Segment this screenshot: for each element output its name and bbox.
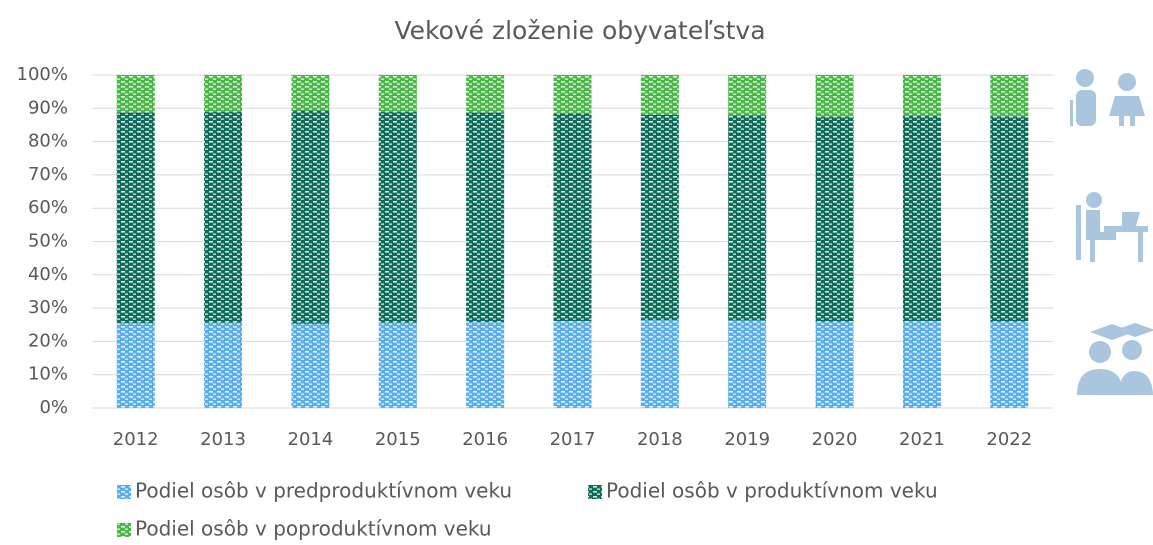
- x-tick-label: 2020: [812, 429, 858, 450]
- y-tick-label: 0%: [39, 397, 68, 418]
- x-tick-label: 2016: [462, 429, 508, 450]
- icons: [1070, 69, 1153, 395]
- bar-segment: [728, 115, 767, 321]
- legend-label: Podiel osôb v poproduktívnom veku: [135, 517, 492, 541]
- x-tick-label: 2013: [200, 429, 246, 450]
- bar-segment: [990, 75, 1029, 117]
- bar-segment: [902, 321, 941, 408]
- bar-segment: [204, 111, 243, 323]
- y-tick-label: 30%: [28, 297, 68, 318]
- y-tick-label: 40%: [28, 264, 68, 285]
- seniors-icon: [1070, 69, 1145, 126]
- bar-segment: [204, 75, 243, 112]
- x-tick-label: 2014: [288, 429, 334, 450]
- bar-segment: [553, 321, 592, 408]
- bar-segment: [466, 322, 505, 408]
- bar-segment: [728, 320, 767, 408]
- bar-segment: [990, 116, 1029, 322]
- bar-segment: [116, 323, 155, 408]
- y-tick-label: 90%: [28, 97, 68, 118]
- bar-segment: [640, 320, 679, 408]
- bar-segment: [990, 321, 1029, 408]
- y-tick-label: 80%: [28, 131, 68, 152]
- bar-segment: [378, 75, 417, 112]
- legend-swatch: [117, 485, 131, 499]
- bar-segment: [204, 322, 243, 408]
- x-tick-label: 2021: [899, 429, 945, 450]
- bar-segment: [640, 75, 679, 115]
- x-tick-label: 2018: [637, 429, 683, 450]
- y-tick-label: 20%: [28, 330, 68, 351]
- bar-segment: [902, 115, 941, 322]
- bar-segment: [378, 322, 417, 408]
- bar-segment: [116, 112, 155, 324]
- legend-swatch: [117, 523, 131, 537]
- y-tick-label: 70%: [28, 164, 68, 185]
- x-tick-label: 2022: [986, 429, 1032, 450]
- bar-segment: [291, 110, 330, 324]
- y-tick-label: 10%: [28, 364, 68, 385]
- bar-segment: [815, 116, 854, 322]
- x-tick-label: 2015: [375, 429, 421, 450]
- bar-segment: [466, 112, 505, 323]
- graduates-icon: [1077, 323, 1153, 395]
- legend-label: Podiel osôb v predproduktívnom veku: [135, 479, 512, 503]
- chart-title: Vekové zloženie obyvateľstva: [394, 16, 765, 45]
- worker-icon: [1076, 192, 1148, 262]
- x-tick-label: 2019: [724, 429, 770, 450]
- bar-segment: [815, 321, 854, 408]
- bar-segment: [466, 75, 505, 113]
- bar-segment: [553, 75, 592, 114]
- bar-segment: [291, 75, 330, 111]
- bar-segment: [291, 323, 330, 408]
- legend-label: Podiel osôb v produktívnom veku: [606, 479, 938, 503]
- legend-swatch: [588, 485, 602, 499]
- bar-segment: [116, 75, 155, 113]
- bar-segment: [640, 114, 679, 321]
- bar-segment: [902, 75, 941, 116]
- bar-segment: [553, 113, 592, 322]
- bar-segment: [378, 111, 417, 323]
- x-tick-label: 2012: [113, 429, 159, 450]
- bar-segment: [728, 75, 767, 116]
- y-tick-label: 60%: [28, 197, 68, 218]
- x-tick-label: 2017: [550, 429, 596, 450]
- y-tick-label: 100%: [17, 64, 68, 85]
- y-tick-label: 50%: [28, 231, 68, 252]
- bar-segment: [815, 75, 854, 117]
